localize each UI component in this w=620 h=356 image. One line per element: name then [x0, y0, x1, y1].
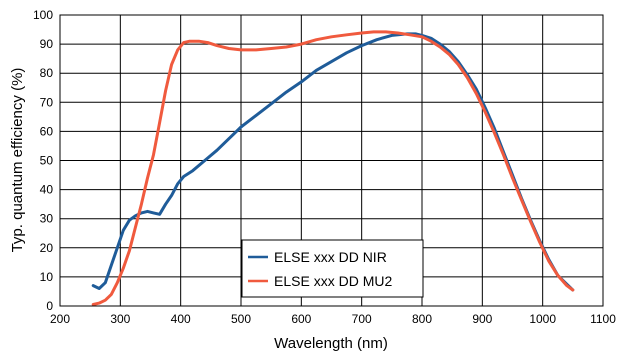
plot-frame: [59, 14, 604, 307]
y-tick-label: 80: [40, 66, 54, 80]
y-tick-label: 20: [40, 241, 54, 255]
x-tick-label: 600: [291, 312, 311, 326]
x-tick-label: 500: [231, 312, 251, 326]
series-lines: [91, 30, 575, 306]
x-tick-label: 700: [352, 312, 372, 326]
x-tick-label: 300: [110, 312, 130, 326]
x-tick-label: 900: [472, 312, 492, 326]
y-tick-label: 50: [40, 154, 54, 168]
y-tick-label: 90: [40, 37, 54, 51]
y-tick-label: 30: [40, 212, 54, 226]
x-tick-label: 200: [50, 312, 70, 326]
legend-label-mu2: ELSE xxx DD MU2: [274, 273, 392, 289]
x-axis-label: Wavelength (nm): [274, 335, 388, 352]
series-line-1: [91, 30, 575, 306]
x-tick-label: 1000: [529, 312, 556, 326]
y-axis-label: Typ. quantum efficiency (%): [9, 68, 26, 253]
legend-box: [241, 239, 424, 298]
legend: ELSE xxx DD NIR ELSE xxx DD MU2: [241, 239, 424, 298]
x-tick-label: 800: [412, 312, 432, 326]
y-tick-label: 0: [46, 299, 53, 313]
y-tick-label: 40: [40, 183, 54, 197]
x-tick-labels: 200 300 400 500 600 700 800 900 1000 1100: [50, 312, 616, 326]
y-tick-labels: 0 10 20 30 40 50 60 70 80 90 100: [33, 8, 53, 313]
x-tick-label: 1100: [590, 312, 616, 326]
legend-label-nir: ELSE xxx DD NIR: [274, 249, 387, 265]
y-tick-label: 10: [40, 270, 54, 284]
x-tick-label: 400: [171, 312, 191, 326]
y-tick-label: 60: [40, 124, 54, 138]
y-tick-label: 100: [33, 8, 53, 22]
y-tick-label: 70: [40, 95, 54, 109]
